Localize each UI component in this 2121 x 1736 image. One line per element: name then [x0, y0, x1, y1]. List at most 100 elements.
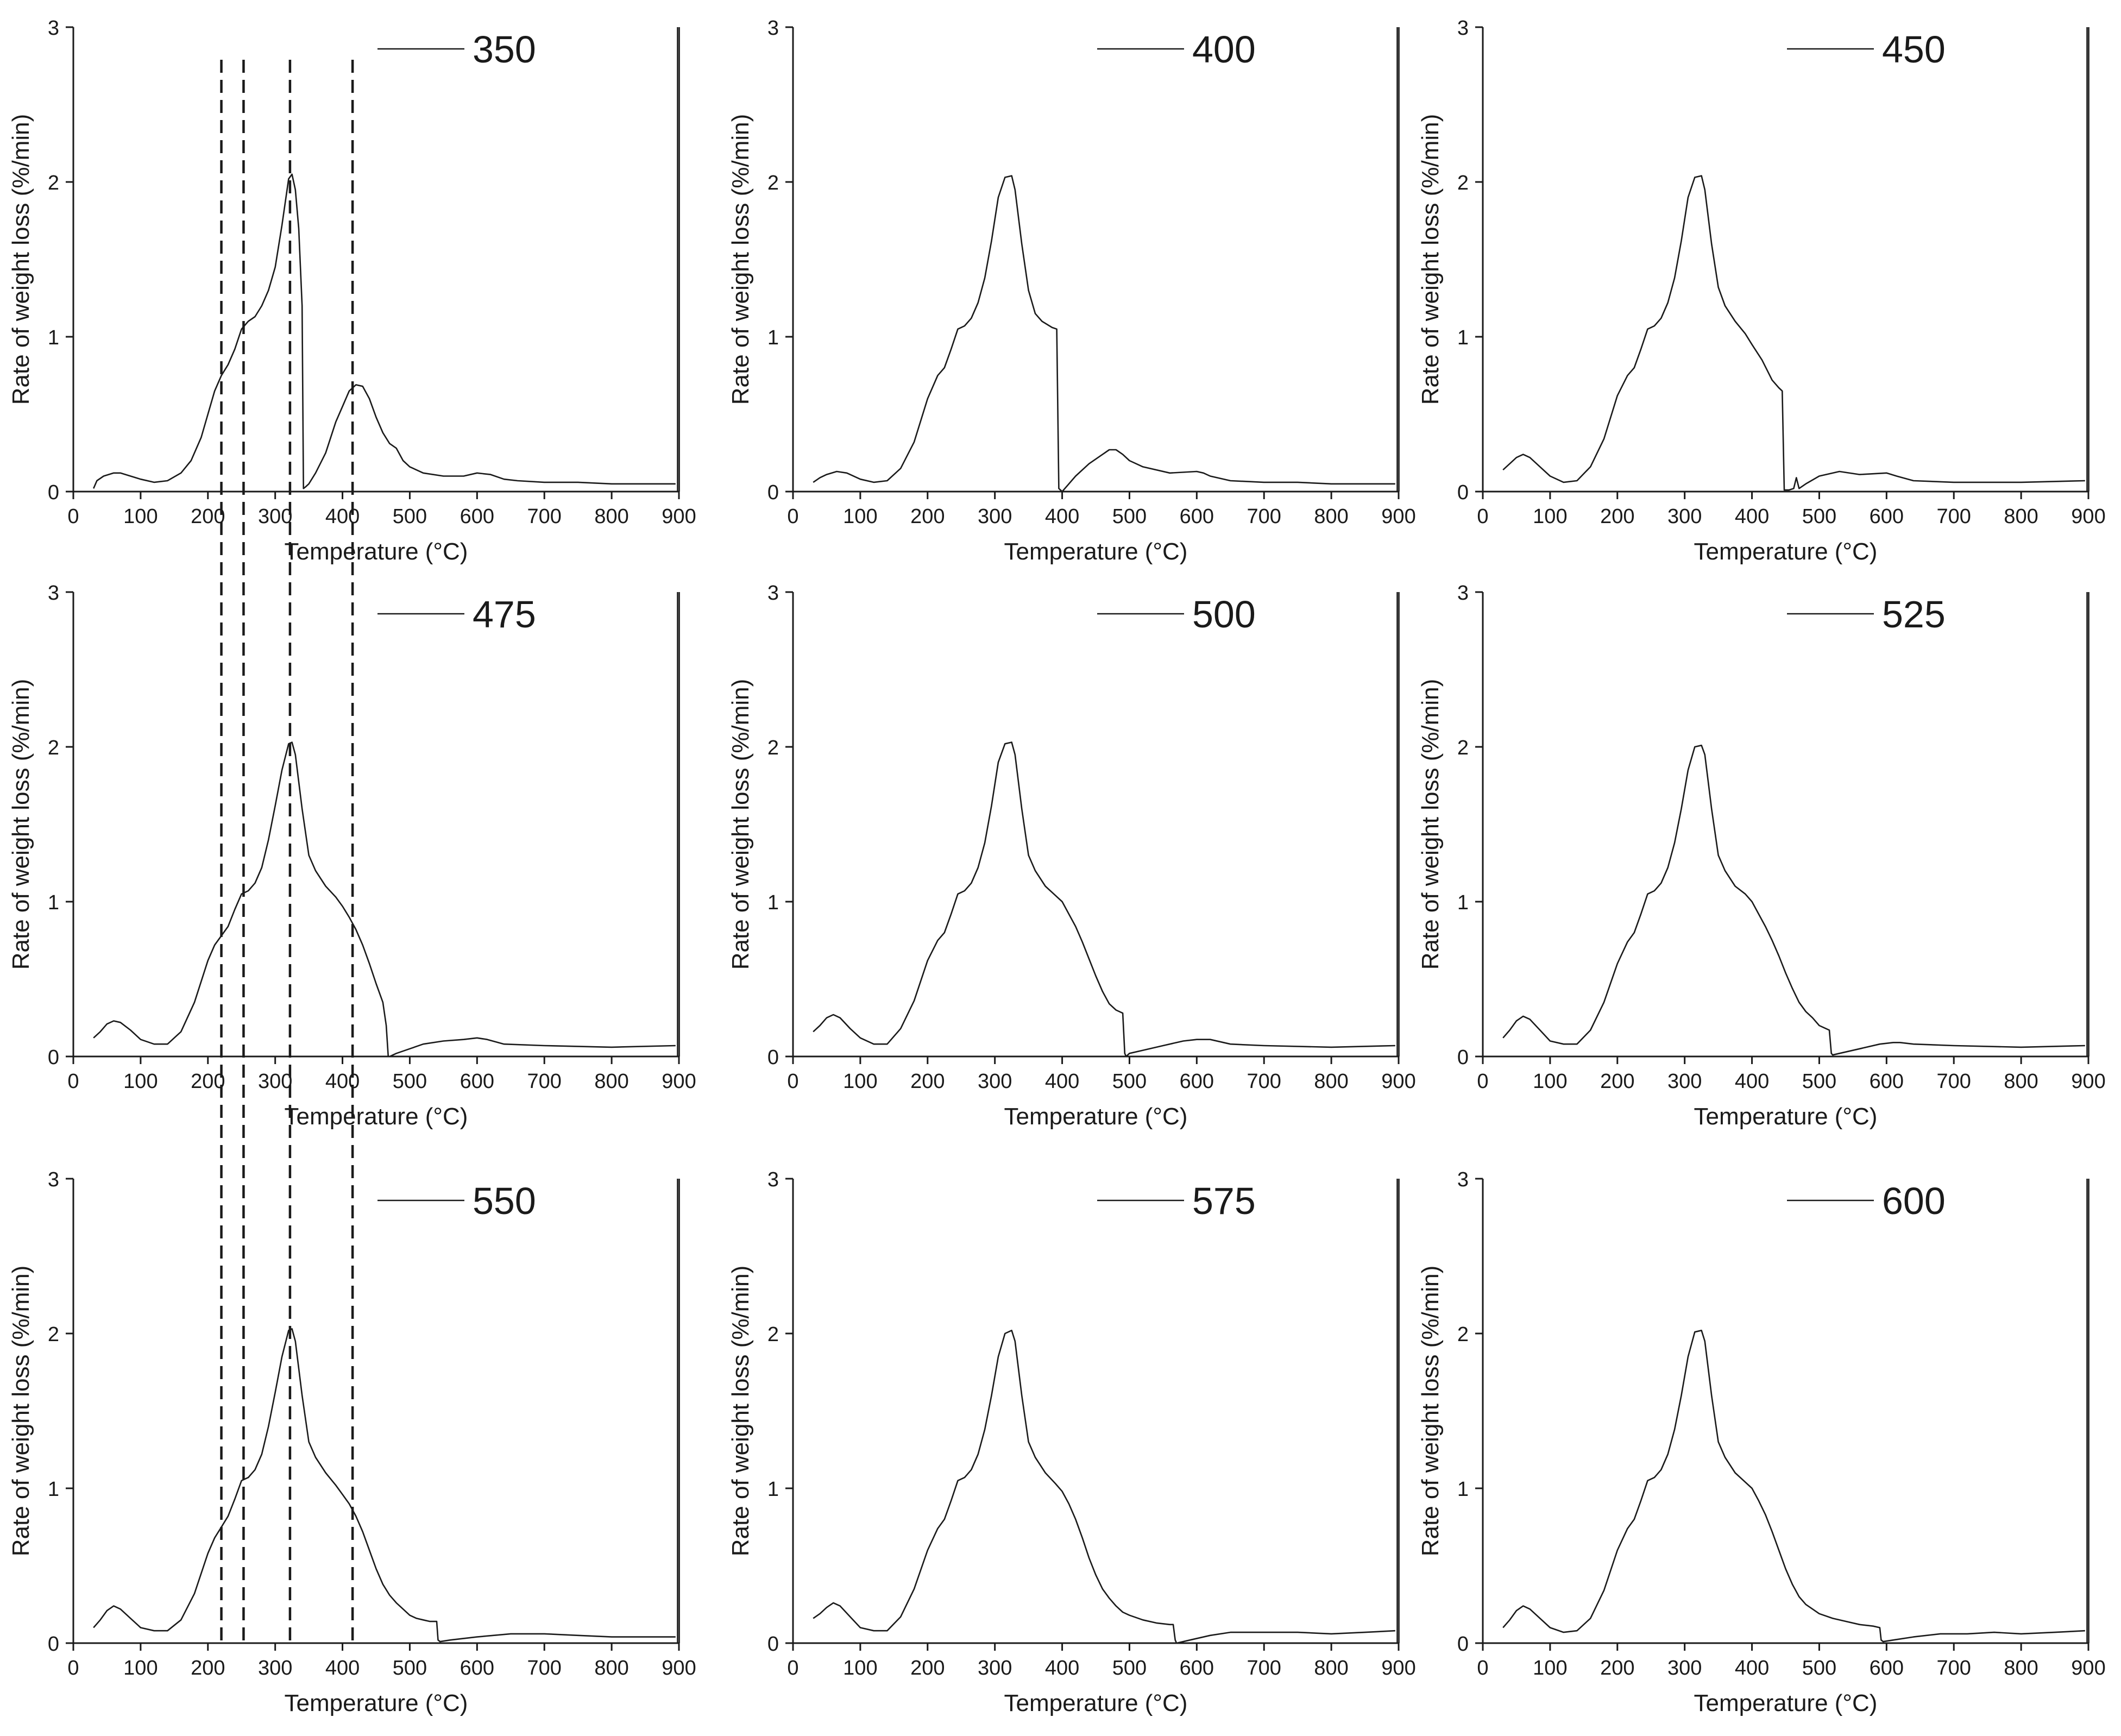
- x-tick-label: 400: [1735, 1070, 1769, 1093]
- legend-label: 500: [1192, 593, 1256, 636]
- y-tick-label: 1: [767, 326, 779, 349]
- x-tick-label: 200: [191, 1070, 225, 1093]
- x-tick-label: 600: [1870, 505, 1904, 528]
- x-tick-label: 500: [393, 1657, 427, 1680]
- y-tick-label: 2: [48, 1323, 59, 1346]
- x-axis-title: Temperature (°C): [1004, 1690, 1188, 1716]
- x-tick-label: 700: [1937, 1657, 1971, 1680]
- x-tick-label: 200: [1600, 1070, 1634, 1093]
- dtg-series-line: [93, 1328, 676, 1643]
- x-tick-label: 900: [2071, 1070, 2105, 1093]
- legend-label: 400: [1192, 28, 1256, 71]
- x-tick-label: 500: [1802, 1070, 1836, 1093]
- x-tick-label: 300: [1667, 1070, 1702, 1093]
- x-tick-label: 900: [1381, 1070, 1415, 1093]
- x-tick-label: 200: [910, 1657, 945, 1680]
- x-axis-title: Temperature (°C): [1694, 1103, 1878, 1130]
- x-axis-title: Temperature (°C): [285, 1103, 468, 1130]
- x-tick-label: 900: [1381, 505, 1415, 528]
- y-axis-title: Rate of weight loss (%/min): [8, 114, 34, 405]
- x-tick-label: 200: [910, 505, 945, 528]
- x-tick-label: 300: [258, 1657, 292, 1680]
- x-tick-label: 100: [1533, 1070, 1567, 1093]
- x-tick-label: 800: [1314, 1070, 1348, 1093]
- legend-label: 575: [1192, 1180, 1256, 1222]
- x-tick-label: 700: [527, 505, 562, 528]
- x-tick-label: 700: [1937, 505, 1971, 528]
- x-tick-label: 100: [1533, 1657, 1567, 1680]
- x-tick-label: 500: [393, 1070, 427, 1093]
- x-tick-label: 400: [1045, 1657, 1079, 1680]
- x-tick-label: 0: [787, 1657, 798, 1680]
- x-tick-label: 200: [910, 1070, 945, 1093]
- x-tick-label: 400: [1045, 1070, 1079, 1093]
- y-tick-label: 2: [1457, 172, 1469, 194]
- x-tick-label: 100: [843, 505, 877, 528]
- x-tick-label: 700: [527, 1657, 562, 1680]
- y-tick-label: 2: [1457, 737, 1469, 759]
- x-tick-label: 800: [2004, 505, 2038, 528]
- chart-panel-600: 0 100 200 300 400 500 600 700 800 900 0 1 2 3 Temperat…: [1417, 1168, 2106, 1716]
- x-tick-label: 200: [1600, 1657, 1634, 1680]
- x-tick-label: 300: [1667, 1657, 1702, 1680]
- x-tick-label: 100: [843, 1657, 877, 1680]
- dtg-series-line: [93, 173, 676, 489]
- x-axis-title: Temperature (°C): [1694, 538, 1878, 565]
- x-tick-label: 900: [662, 1070, 696, 1093]
- legend-label: 475: [473, 593, 536, 636]
- legend-label: 550: [473, 1180, 536, 1222]
- chart-panel-350: 0 100 200 300 400 500 600 700 800 900 0 1 2 3 Temperat…: [8, 17, 696, 565]
- x-axis-title: Temperature (°C): [1004, 1103, 1188, 1130]
- dtg-series-line: [1502, 175, 2085, 491]
- y-tick-label: 3: [767, 582, 779, 605]
- y-tick-label: 0: [48, 481, 59, 504]
- x-tick-label: 0: [1477, 505, 1488, 528]
- x-tick-label: 0: [67, 505, 79, 528]
- x-axis-title: Temperature (°C): [1004, 538, 1188, 565]
- y-tick-label: 3: [767, 1168, 779, 1191]
- y-tick-label: 1: [48, 891, 59, 914]
- y-tick-label: 0: [48, 1633, 59, 1656]
- y-axis-title: Rate of weight loss (%/min): [8, 1266, 34, 1557]
- y-tick-label: 2: [48, 737, 59, 759]
- x-tick-label: 0: [1477, 1657, 1488, 1680]
- y-axis-title: Rate of weight loss (%/min): [8, 679, 34, 970]
- x-tick-label: 0: [1477, 1070, 1488, 1093]
- dtg-series-line: [813, 1330, 1395, 1644]
- chart-panel-450: 0 100 200 300 400 500 600 700 800 900 0 1 2 3 Temperat…: [1417, 17, 2106, 565]
- x-tick-label: 600: [460, 1070, 494, 1093]
- y-tick-label: 3: [48, 17, 59, 40]
- x-tick-label: 600: [1870, 1070, 1904, 1093]
- dtg-series-line: [93, 741, 676, 1058]
- y-axis-title: Rate of weight loss (%/min): [1417, 1266, 1444, 1557]
- x-tick-label: 0: [67, 1070, 79, 1093]
- dashed-reference-lines: [220, 60, 354, 1643]
- x-tick-label: 800: [1314, 505, 1348, 528]
- x-axis-title: Temperature (°C): [285, 1690, 468, 1716]
- x-tick-label: 0: [787, 505, 798, 528]
- x-tick-label: 700: [1247, 1657, 1281, 1680]
- y-tick-label: 1: [1457, 1478, 1469, 1501]
- x-tick-label: 200: [191, 1657, 225, 1680]
- x-tick-label: 400: [325, 1070, 360, 1093]
- x-tick-label: 900: [2071, 1657, 2105, 1680]
- y-axis-title: Rate of weight loss (%/min): [1417, 679, 1444, 970]
- x-tick-label: 300: [978, 505, 1012, 528]
- x-tick-label: 500: [1112, 505, 1147, 528]
- legend-label: 525: [1882, 593, 1946, 636]
- x-tick-label: 500: [1112, 1070, 1147, 1093]
- x-tick-label: 700: [1247, 1070, 1281, 1093]
- x-tick-label: 0: [67, 1657, 79, 1680]
- x-tick-label: 100: [123, 505, 158, 528]
- y-tick-label: 3: [1457, 1168, 1469, 1191]
- chart-panel-400: 0 100 200 300 400 500 600 700 800 900 0 1 2 3 Temperat…: [727, 17, 1416, 565]
- x-tick-label: 500: [1112, 1657, 1147, 1680]
- dtg-series-line: [813, 175, 1395, 493]
- x-tick-label: 700: [527, 1070, 562, 1093]
- x-tick-label: 900: [1381, 1657, 1415, 1680]
- x-tick-label: 800: [2004, 1657, 2038, 1680]
- y-tick-label: 1: [767, 1478, 779, 1501]
- y-axis-title: Rate of weight loss (%/min): [727, 679, 754, 970]
- x-tick-label: 500: [1802, 505, 1836, 528]
